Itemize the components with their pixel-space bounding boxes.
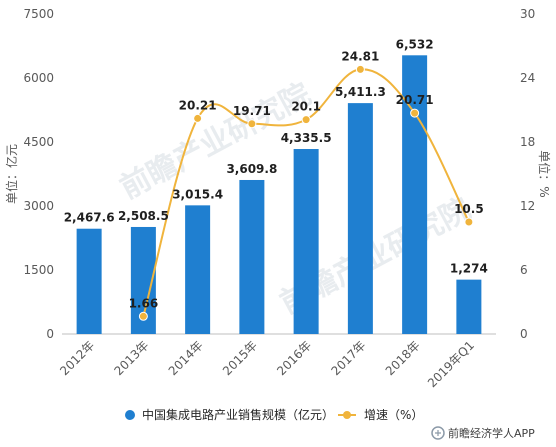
y-left-tick-label: 3000 (23, 199, 54, 213)
bar (239, 179, 265, 334)
x-tick-label: 2013年 (112, 338, 152, 378)
growth-value-label: 24.81 (341, 49, 379, 63)
bar-value-label: 4,335.5 (281, 131, 332, 145)
data-labels: 2,467.6 2,508.53,015.43,609.8 4,335.5 5,411… (64, 37, 488, 310)
bar-value-label: 1,274 (450, 262, 488, 276)
x-tick-label: 2018年 (383, 338, 423, 378)
bar (76, 228, 102, 334)
growth-point (355, 64, 365, 74)
bar (185, 205, 211, 334)
footer-logo-glyph (435, 430, 441, 436)
y-right-tick-label: 18 (520, 135, 535, 149)
growth-point (138, 311, 148, 321)
legend-bar-label: 中国集成电路产业销售规模（亿元） (142, 407, 334, 422)
footer-logo-icon (431, 426, 445, 440)
growth-value-label: 10.5 (454, 202, 484, 216)
bar-value-label: 2,467.6 (64, 211, 115, 225)
growth-value-label: 20.21 (179, 98, 217, 112)
footer-source: 前瞻经济学人APP (448, 426, 535, 440)
y-right-tick-label: 6 (520, 263, 528, 277)
growth-point (464, 217, 474, 227)
bar (293, 149, 319, 334)
legend-line-label: 增速（%） (364, 408, 423, 422)
bar-value-label: 3,015.4 (172, 187, 223, 201)
x-tick-label: 2016年 (274, 338, 314, 378)
y-left-axis-title: 单位：亿元 (4, 144, 19, 204)
growth-point (247, 119, 257, 129)
y-left-tick-label: 0 (46, 327, 54, 341)
y-left-tick-label: 1500 (23, 263, 54, 277)
y-right-tick-label: 0 (520, 327, 528, 341)
y-right-tick-label: 30 (520, 7, 535, 21)
x-tick-label: 2015年 (220, 338, 260, 378)
legend-bar-marker (125, 410, 135, 420)
y-left-tick-label: 6000 (23, 71, 54, 85)
y-left-tick-label: 7500 (23, 7, 54, 21)
line-series (138, 64, 474, 321)
y-right-tick-label: 24 (520, 71, 535, 85)
x-tick-label: 2019年Q1 (425, 338, 477, 390)
growth-point (410, 108, 420, 118)
bar-value-label: 5,411.3 (335, 85, 386, 99)
bar-value-label: 3,609.8 (226, 162, 277, 176)
growth-point (301, 115, 311, 125)
y-left-tick-label: 4500 (23, 135, 54, 149)
growth-value-label: 19.71 (233, 104, 271, 118)
bar-series (76, 55, 482, 335)
bar-value-label: 2,508.5 (118, 209, 169, 223)
y-right-tick-label: 12 (520, 199, 535, 213)
x-tick-label: 2017年 (329, 338, 369, 378)
legend-line-dot (343, 411, 351, 419)
y-right-axis-title: 单位：% (537, 150, 552, 197)
x-tick-label: 2012年 (57, 338, 97, 378)
bar-value-label: 6,532 (396, 37, 434, 51)
x-tick-label: 2014年 (166, 338, 206, 378)
footer: 前瞻经济学人APP (431, 426, 535, 440)
growth-value-label: 20.71 (396, 93, 434, 107)
growth-value-label: 20.1 (291, 100, 321, 114)
growth-value-label: 1.66 (129, 296, 159, 310)
bar (347, 103, 373, 335)
legend: 中国集成电路产业销售规模（亿元） 增速（%） (125, 407, 423, 422)
growth-point (193, 113, 203, 123)
bar (456, 279, 482, 334)
